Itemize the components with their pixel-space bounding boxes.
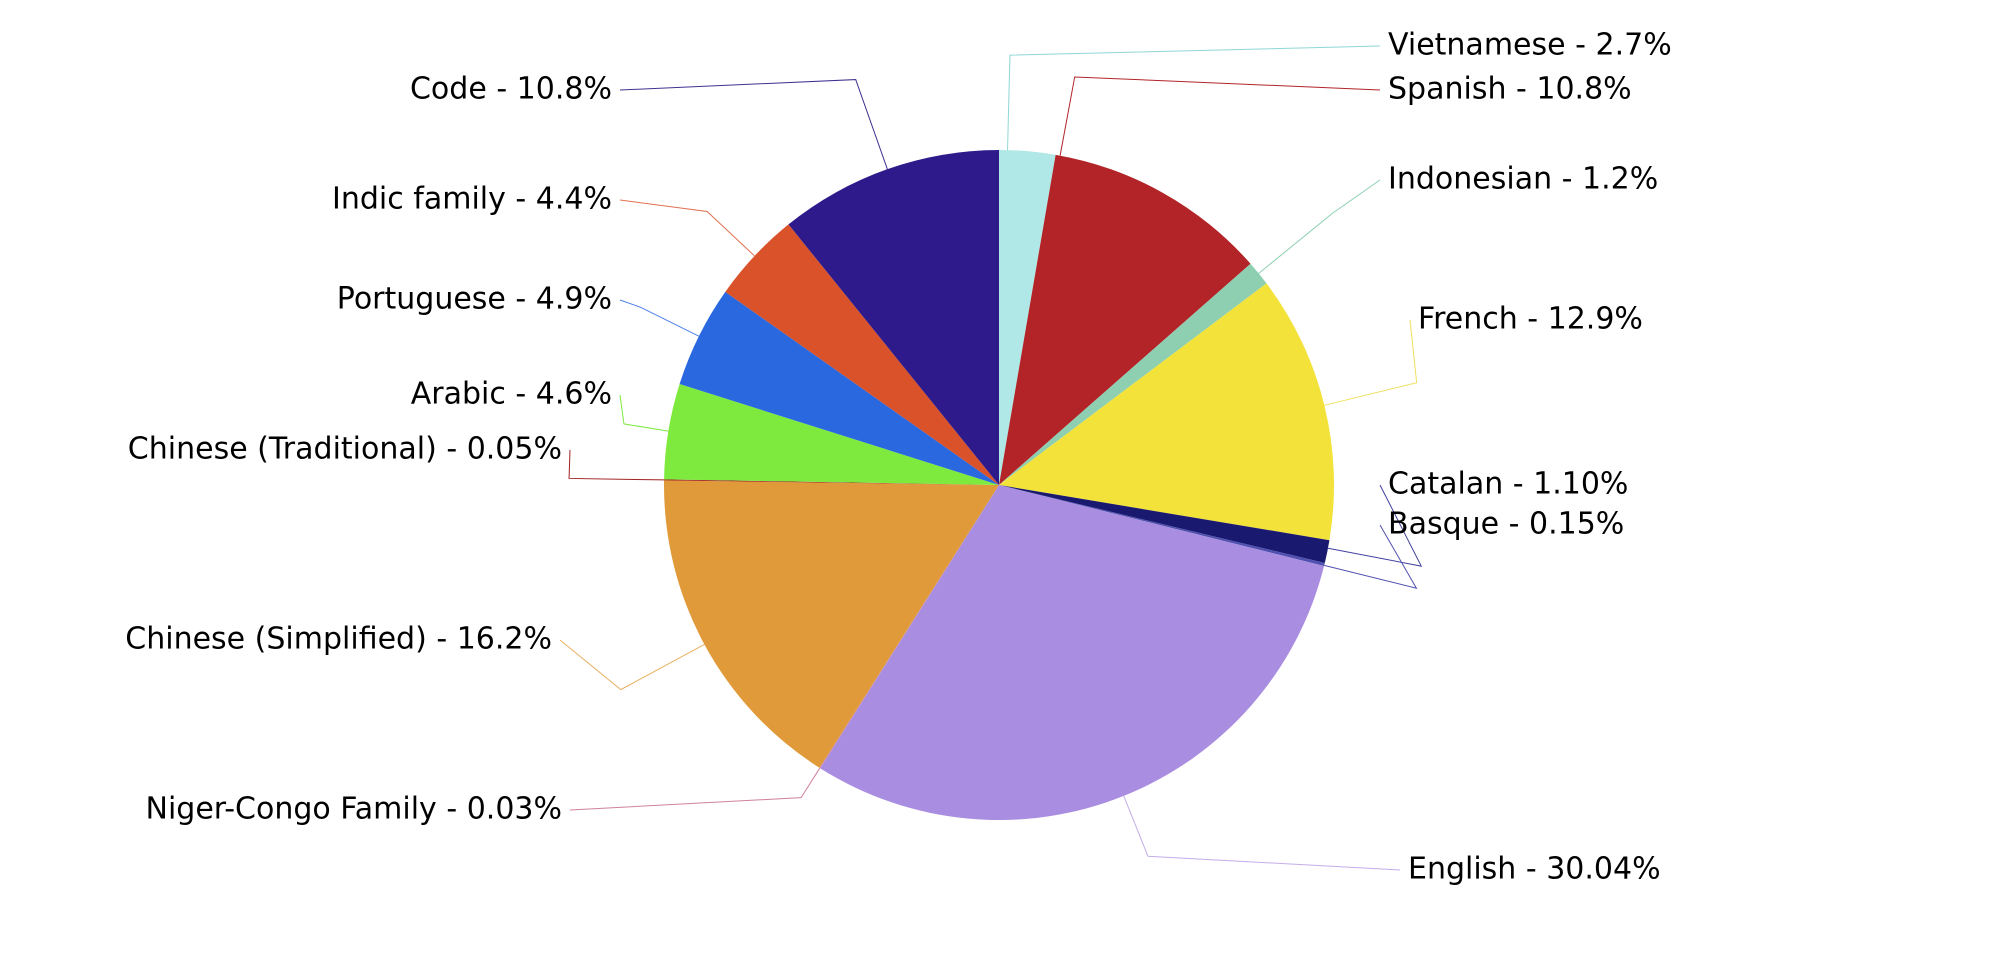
slice-label: Vietnamese - 2.7%	[1388, 28, 1672, 63]
slice-label: Indic family - 4.4%	[332, 182, 612, 217]
pie-chart: Vietnamese - 2.7% Spanish - 10.8% Indonesi…	[0, 0, 1999, 965]
slice-label: Arabic - 4.6%	[411, 377, 612, 412]
chart-container: Vietnamese - 2.7% Spanish - 10.8% Indonesi…	[0, 0, 1999, 965]
slice-label: Chinese (Simplified) - 16.2%	[125, 622, 552, 657]
slice-label: Portuguese - 4.9%	[337, 282, 612, 317]
slice-label: Chinese (Traditional) - 0.05%	[128, 432, 562, 467]
slice-label: Niger-Congo Family - 0.03%	[146, 792, 563, 827]
slice-label: Indonesian - 1.2%	[1388, 162, 1658, 197]
slice-label: English - 30.04%	[1408, 852, 1661, 887]
slice-label: Code - 10.8%	[410, 72, 612, 107]
slice-label: French - 12.9%	[1418, 302, 1643, 337]
slice-label: Basque - 0.15%	[1388, 507, 1624, 542]
pie-slices	[664, 150, 1334, 820]
slice-label: Catalan - 1.10%	[1388, 467, 1628, 502]
slice-label: Spanish - 10.8%	[1388, 72, 1632, 107]
